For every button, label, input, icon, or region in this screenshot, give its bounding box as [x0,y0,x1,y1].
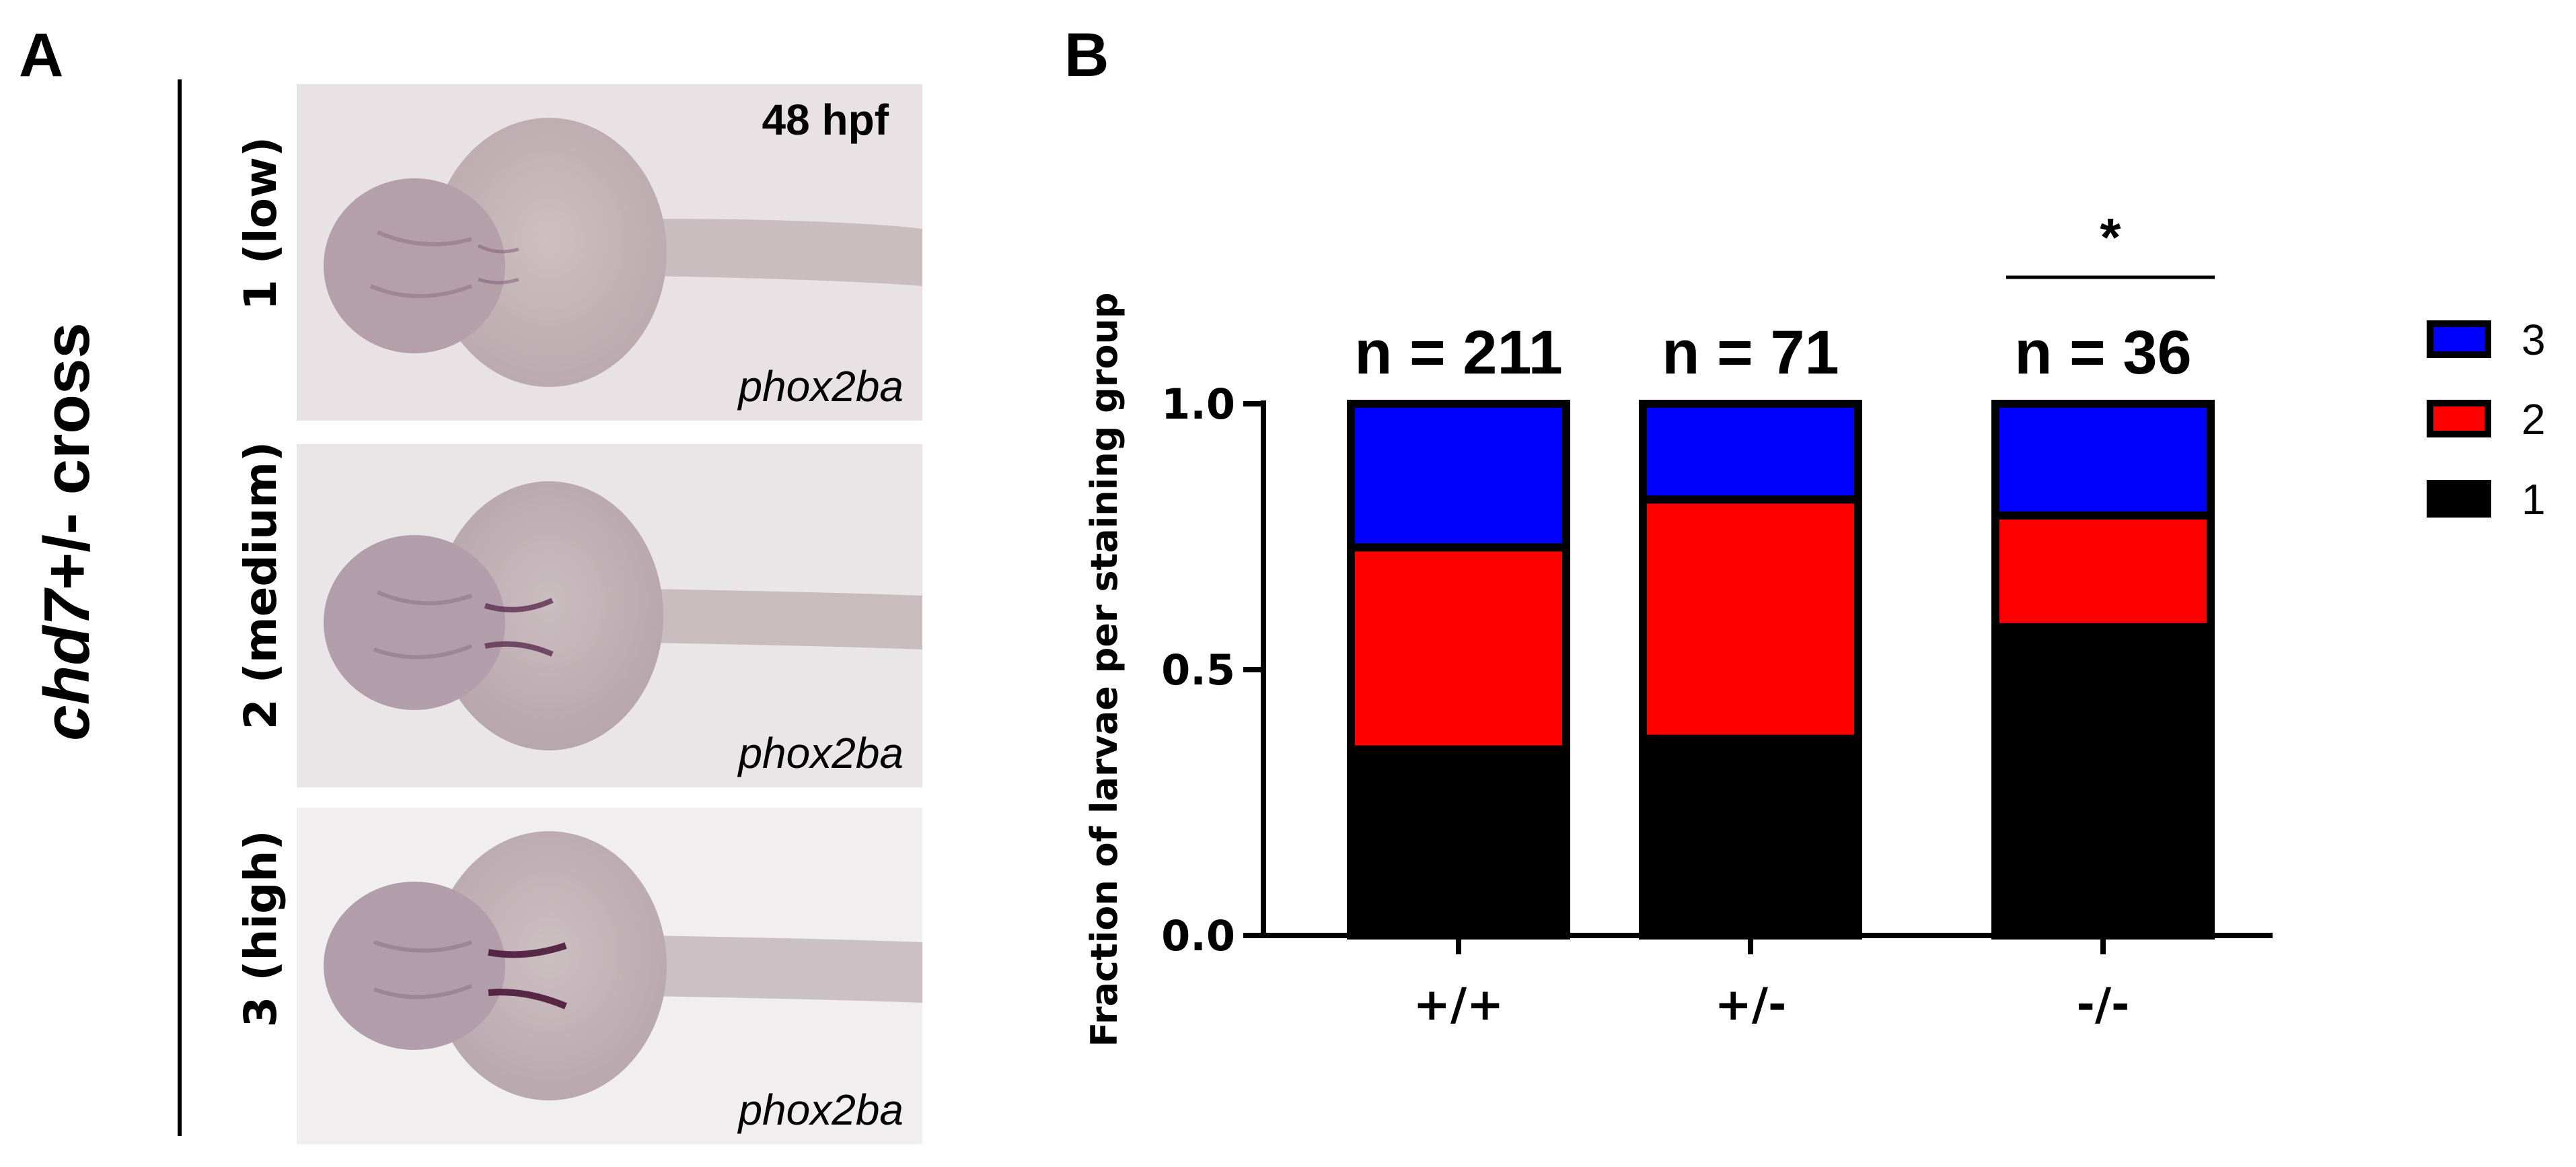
x-tick-label-2: -/- [2077,979,2130,1030]
legend-label-1: 1 [2522,475,2546,524]
bar-segment-2-2 [1991,511,2215,631]
bar-segment-3-0 [1347,400,1570,552]
bar-segment-1-2 [1991,623,2215,940]
legend-label-2: 2 [2522,395,2546,444]
y-tick-label-1: 0.5 [1161,645,1235,695]
larva-image-high: phox2ba [297,808,922,1144]
bar-segment-3-2 [1991,400,2215,520]
y-tick-label-0: 0.0 [1161,911,1235,960]
legend-swatch-3 [2427,320,2491,358]
gene-label-medium: phox2ba [738,729,904,777]
panel-a-letter: A [19,21,64,90]
y-axis-label: Fraction of larvae per staining group [1083,292,1126,1047]
panel-b-letter: B [1064,21,1109,90]
divider-line [178,79,182,1136]
n-label-2: n = 36 [2014,318,2191,387]
bar-segment-1-1 [1639,734,1862,940]
bar-segment-3-1 [1639,400,1862,504]
significance-marker: * [2100,207,2121,267]
larva-image-medium: phox2ba [297,444,922,787]
x-tick-label-0: +/+ [1413,979,1504,1030]
gene-label-low: phox2ba [738,362,904,411]
bar-segment-2-0 [1347,543,1570,754]
bar-segment-1-0 [1347,745,1570,940]
n-label-1: n = 71 [1662,318,1839,387]
legend-swatch-2 [2427,400,2491,437]
y-tick-label-2: 1.0 [1161,380,1235,429]
gene-label-high: phox2ba [738,1086,904,1134]
stage-label: 48 hpf [762,96,889,144]
larva-image-low: 48 hpf phox2ba [297,84,922,421]
legend-label-3: 3 [2522,316,2546,364]
n-label-0: n = 211 [1354,318,1562,387]
bar-segment-2-1 [1639,495,1862,743]
legend-swatch-1 [2427,480,2491,518]
x-tick-label-1: +/- [1715,979,1787,1030]
